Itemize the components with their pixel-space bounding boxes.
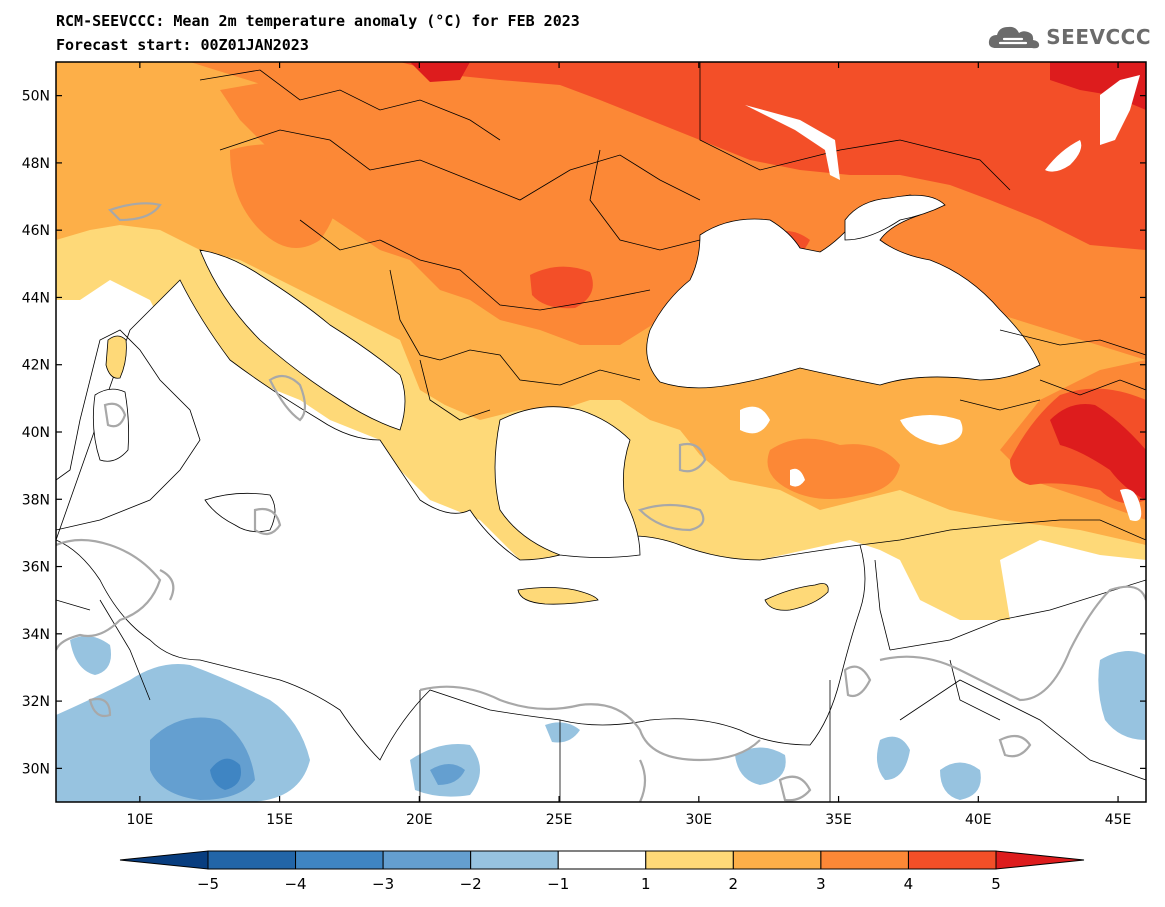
country-borders (56, 62, 1146, 802)
lat-tick-label: 48N (22, 156, 50, 172)
colorbar-segment (382, 850, 472, 870)
anomaly-3-4-region (190, 62, 1146, 520)
anomaly-minus1-minus2-tunisia (70, 636, 111, 675)
colorbar-segment (470, 850, 559, 870)
lon-tick-label: 15E (266, 812, 293, 828)
colorbar-segment (820, 850, 909, 870)
colorbar-segment (207, 850, 297, 870)
colorbar-label: −5 (197, 875, 219, 893)
anomaly-minus1-minus2-arabia-south (876, 736, 981, 800)
lon-tick-label: 30E (685, 812, 712, 828)
zero-contours (56, 202, 1146, 802)
lon-tick-label: 20E (406, 812, 433, 828)
forecast-start-label: Forecast start: 00Z01JAN2023 (56, 36, 309, 54)
colorbar-label: 2 (729, 875, 739, 893)
seevccc-logo: SEEVCCC (986, 22, 1151, 52)
latitude-axis: 30N 32N 34N 36N 38N 40N 42N 44N 46N 48N 50N (22, 89, 1146, 777)
logo-text: SEEVCCC (1046, 25, 1151, 49)
anomaly-4-5-romania (530, 266, 593, 309)
anomaly-4-5-region (400, 62, 1146, 250)
colorbar-segment (645, 850, 734, 870)
lat-tick-label: 50N (22, 89, 50, 105)
lat-tick-label: 38N (22, 492, 50, 508)
cyprus (764, 583, 829, 611)
lon-tick-label: 45E (1105, 812, 1132, 828)
lat-tick-label: 34N (22, 627, 50, 643)
lon-tick-label: 40E (965, 812, 992, 828)
colorbar-segment (907, 850, 997, 870)
white-patches (740, 75, 1142, 521)
longitude-axis: 10E 15E 20E 25E 30E 35E 40E 45E (127, 62, 1132, 828)
anomaly-minus1-minus2-arabia (1098, 651, 1146, 740)
map-title: RCM-SEEVCCC: Mean 2m temperature anomaly… (56, 12, 580, 30)
lat-tick-label: 32N (22, 694, 50, 710)
sicily (204, 492, 276, 533)
anomaly-minus3-minus4-libya (210, 758, 241, 790)
colorbar-label: −1 (547, 875, 569, 893)
lon-tick-label: 35E (825, 812, 852, 828)
colorbar-label: −3 (372, 875, 394, 893)
mediterranean-sea (56, 279, 866, 761)
crete (517, 587, 599, 605)
lon-tick-label: 25E (546, 812, 573, 828)
colorbar-label: 4 (904, 875, 914, 893)
anomaly-gt5-north (410, 62, 1146, 110)
colorbar-extend-high (995, 850, 1085, 870)
anomaly-minus1-minus2-libya-coast (545, 722, 580, 743)
colorbar-label: 1 (641, 875, 651, 893)
sea-of-azov (844, 194, 946, 241)
colorbar-segment (295, 850, 384, 870)
colorbar-label: −2 (460, 875, 482, 893)
anomaly-minus2-minus3-cyrenaica (430, 764, 465, 785)
adriatic-sea (199, 249, 406, 431)
colorbar-segment (557, 850, 647, 870)
lat-tick-label: 30N (22, 761, 50, 777)
anomaly-field (56, 62, 1146, 802)
colorbar-label: 3 (816, 875, 826, 893)
corsica (105, 335, 127, 379)
colorbar: −5 −4 −3 −2 −1 1 2 3 4 5 (119, 850, 1085, 893)
colorbar-segment (732, 850, 822, 870)
lon-tick-label: 10E (127, 812, 154, 828)
aegean-sea (494, 406, 641, 558)
colorbar-label: −4 (284, 875, 306, 893)
lat-tick-label: 42N (22, 358, 50, 374)
anomaly-minus1-minus2-egypt (735, 747, 786, 785)
anomaly-gt5-caucasus (1050, 404, 1146, 500)
lat-tick-label: 36N (22, 560, 50, 576)
lat-tick-label: 40N (22, 425, 50, 441)
colorbar-extend-low (119, 850, 209, 870)
cloud-icon (989, 26, 1040, 49)
anomaly-3-4-alps (230, 144, 338, 248)
lat-tick-label: 44N (22, 290, 50, 306)
lat-tick-label: 46N (22, 223, 50, 239)
colorbar-label: 5 (991, 875, 1001, 893)
